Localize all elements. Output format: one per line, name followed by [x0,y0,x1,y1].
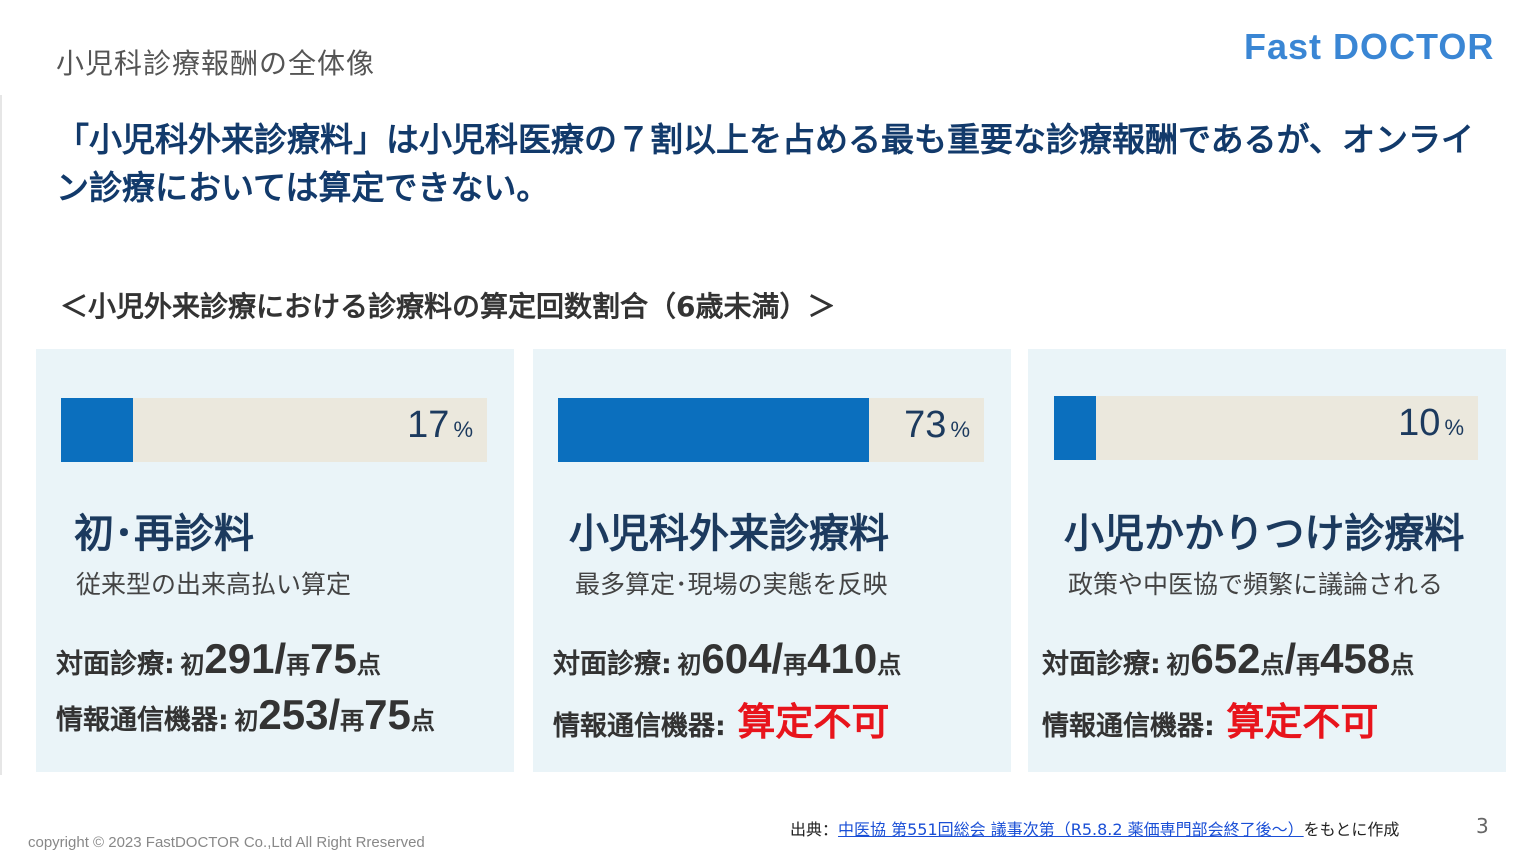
not-billable-status: 算定不可 [1226,700,1379,744]
ratio-bar-track: 73% [558,398,984,462]
source-link[interactable]: 中医協 第551回総会 議事次第（R5.8.2 薬価専門部会終了後～） [838,820,1304,839]
card-title: 小児かかりつけ診療料 [1064,511,1465,557]
card-subtitle: 従来型の出来高払い算定 [76,570,352,599]
not-billable-status: 算定不可 [737,700,890,744]
page-title: 小児科診療報酬の全体像 [56,47,376,80]
copyright-notice: copyright © 2023 FastDOCTOR Co.,Ltd All … [28,834,425,851]
online-points: 情報通信機器: 算定不可 [553,700,890,744]
card-title: 小児科外来診療料 [569,511,889,557]
ratio-bar-fill [558,398,869,462]
ratio-bar-track: 17% [61,398,487,462]
in-person-points: 対面診療: 初652点/再458点 [1042,635,1415,682]
left-divider [0,95,2,775]
in-person-points: 対面診療: 初604/再410点 [553,635,902,682]
card-title: 初･再診料 [74,511,254,557]
fee-card-pediatric-outpatient: 73% 小児科外来診療料 最多算定･現場の実態を反映 対面診療: 初604/再4… [533,349,1011,772]
ratio-bar-fill [1054,396,1097,460]
online-points: 情報通信機器: 算定不可 [1042,700,1379,744]
ratio-percent: 10% [1398,402,1464,444]
card-subtitle: 最多算定･現場の実態を反映 [575,570,888,599]
fee-card-initial-revisit: 17% 初･再診料 従来型の出来高払い算定 対面診療: 初291/再75点 情報… [36,349,514,772]
page-number: 3 [1476,814,1489,838]
in-person-points: 対面診療: 初291/再75点 [56,635,381,682]
card-subtitle: 政策や中医協で頻繁に議論される [1068,570,1444,599]
source-citation: 出典：中医協 第551回総会 議事次第（R5.8.2 薬価専門部会終了後～）をも… [790,820,1400,839]
section-heading: ＜小児外来診療における診療料の算定回数割合（6歳未満）＞ [60,290,836,323]
fee-card-pediatric-primary: 10% 小児かかりつけ診療料 政策や中医協で頻繁に議論される 対面診療: 初65… [1028,349,1506,772]
ratio-percent: 73% [904,404,970,446]
ratio-bar-track: 10% [1054,396,1478,460]
headline: 「小児科外来診療料」は小児科医療の７割以上を占める最も重要な診療報酬であるが、オ… [56,120,1475,207]
ratio-bar-fill [61,398,134,462]
online-points: 情報通信機器: 初253/再75点 [56,691,435,738]
ratio-percent: 17% [407,404,473,446]
brand-logo: Fast DOCTOR [1244,26,1495,67]
